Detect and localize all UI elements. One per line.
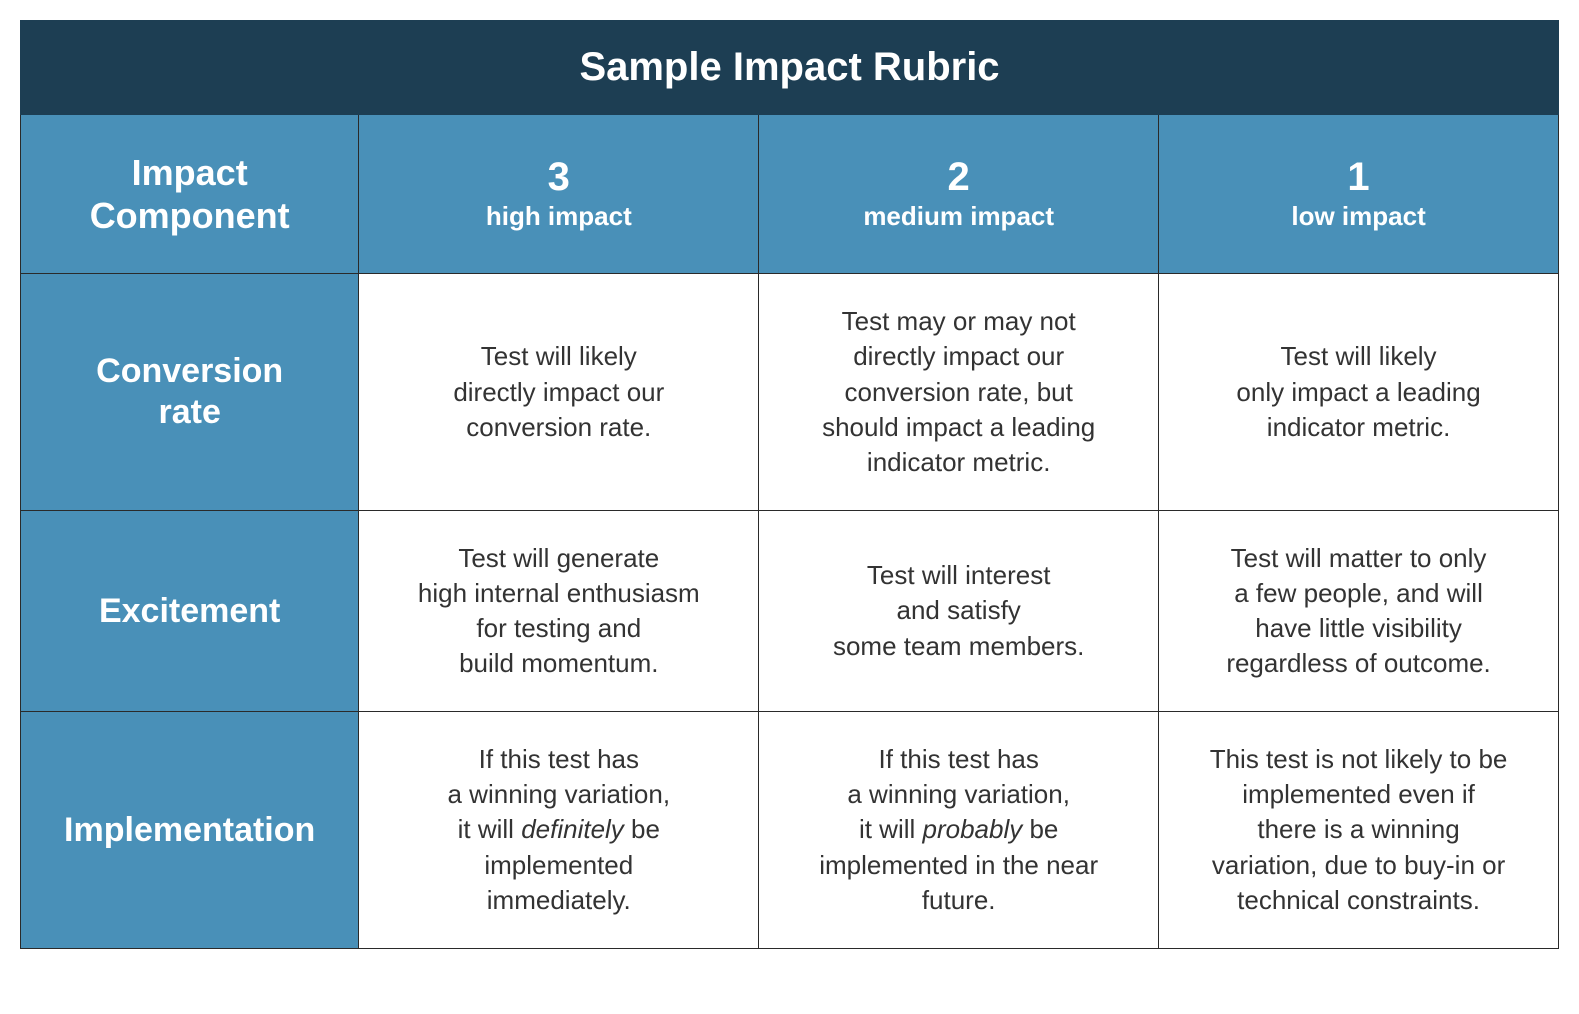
header-score-high: 3 high impact bbox=[359, 115, 759, 274]
cell-excitement-low: Test will matter to onlya few people, an… bbox=[1159, 510, 1559, 711]
table-title: Sample Impact Rubric bbox=[21, 21, 1559, 115]
header-row: ImpactComponent 3 high impact 2 medium i… bbox=[21, 115, 1559, 274]
cell-implementation-medium: If this test hasa winning variation,it w… bbox=[759, 712, 1159, 948]
row-label-conversion: Conversionrate bbox=[21, 274, 359, 510]
cell-conversion-low: Test will likelyonly impact a leadingind… bbox=[1159, 274, 1559, 510]
row-label-implementation: Implementation bbox=[21, 712, 359, 948]
cell-conversion-high: Test will likelydirectly impact ourconve… bbox=[359, 274, 759, 510]
score-num-3: 3 bbox=[369, 157, 748, 197]
score-sub-low: low impact bbox=[1169, 201, 1548, 232]
header-score-low: 1 low impact bbox=[1159, 115, 1559, 274]
title-row: Sample Impact Rubric bbox=[21, 21, 1559, 115]
score-sub-medium: medium impact bbox=[769, 201, 1148, 232]
score-num-1: 1 bbox=[1169, 157, 1548, 197]
cell-implementation-low: This test is not likely to beimplemented… bbox=[1159, 712, 1559, 948]
header-score-medium: 2 medium impact bbox=[759, 115, 1159, 274]
score-num-2: 2 bbox=[769, 157, 1148, 197]
row-label-excitement: Excitement bbox=[21, 510, 359, 711]
score-sub-high: high impact bbox=[369, 201, 748, 232]
row-implementation: Implementation If this test hasa winning… bbox=[21, 712, 1559, 948]
impact-rubric-table: Sample Impact Rubric ImpactComponent 3 h… bbox=[20, 20, 1559, 949]
row-excitement: Excitement Test will generatehigh intern… bbox=[21, 510, 1559, 711]
cell-excitement-medium: Test will interestand satisfysome team m… bbox=[759, 510, 1159, 711]
cell-conversion-medium: Test may or may notdirectly impact ourco… bbox=[759, 274, 1159, 510]
cell-excitement-high: Test will generatehigh internal enthusia… bbox=[359, 510, 759, 711]
row-conversion-rate: Conversionrate Test will likelydirectly … bbox=[21, 274, 1559, 510]
header-component-label: ImpactComponent bbox=[21, 115, 359, 274]
cell-implementation-high: If this test hasa winning variation,it w… bbox=[359, 712, 759, 948]
